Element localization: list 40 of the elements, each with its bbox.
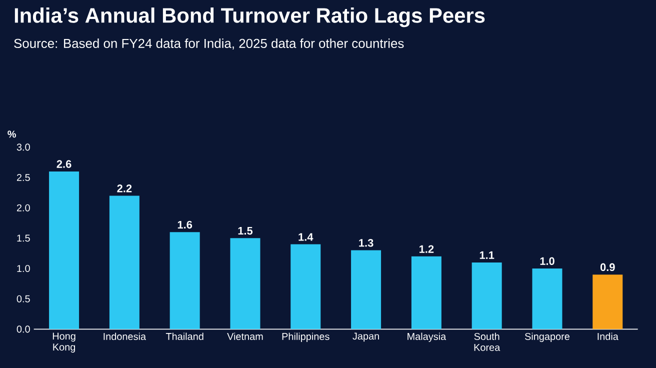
data-label: 1.2	[420, 245, 434, 253]
bar	[109, 196, 140, 330]
x-tick-label: Singapore	[524, 332, 570, 342]
chart-subtitle: Source: Based on FY24 data for India, 2025 data for other countries	[14, 38, 404, 50]
x-tick-label: South Korea	[474, 332, 500, 351]
data-label: 2.2	[117, 184, 132, 192]
x-tick-label: Philippines	[282, 332, 330, 342]
bar	[290, 244, 321, 330]
data-label: 0.9	[600, 263, 615, 272]
bar	[170, 232, 200, 330]
bar	[49, 171, 80, 330]
y-tick-label: 3.0	[16, 144, 30, 151]
bar	[532, 268, 562, 330]
x-tick-label: Vietnam	[227, 332, 263, 340]
data-label: 1.1	[480, 251, 494, 259]
chart-title: India’s Annual Bond Turnover Ratio Lags Peers	[14, 8, 485, 28]
bar	[472, 262, 502, 330]
x-tick-label: Thailand	[166, 332, 204, 340]
x-tick-label: Malaysia	[408, 332, 446, 342]
data-label: 1.0	[540, 257, 554, 265]
x-tick-label: Hong Kong	[52, 332, 76, 353]
data-label: 1.5	[238, 227, 253, 235]
y-tick-label: 1.5	[17, 234, 30, 242]
bar	[230, 238, 260, 330]
bar	[411, 256, 442, 330]
y-tick-label: 2.0	[16, 204, 30, 212]
x-tick-label: Indonesia	[104, 332, 146, 340]
data-label: 1.4	[298, 233, 314, 241]
bar	[351, 250, 382, 330]
y-axis-title: %	[8, 130, 16, 138]
y-tick-label: 2.5	[16, 174, 30, 182]
x-tick-label: Japan	[352, 332, 379, 342]
data-label: 1.6	[178, 220, 192, 229]
bar	[592, 274, 623, 330]
y-tick-label: 0.0	[16, 326, 30, 333]
data-label: 2.6	[56, 160, 72, 168]
x-tick-label: India	[598, 332, 618, 340]
data-label: 1.3	[359, 239, 374, 247]
y-tick-label: 0.5	[16, 295, 30, 302]
y-tick-label: 1.0	[17, 264, 30, 272]
